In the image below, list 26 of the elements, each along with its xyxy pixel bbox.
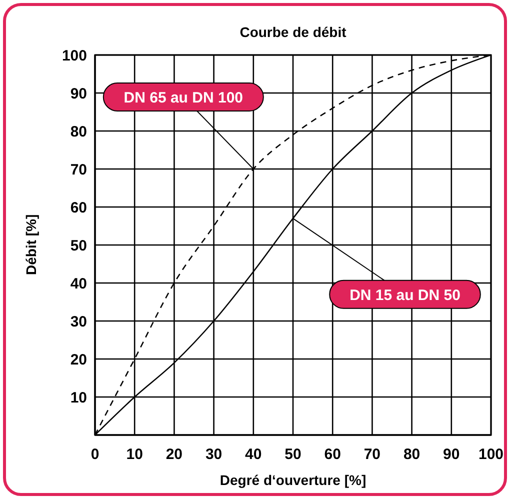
x-tick-label: 70 [364,446,381,463]
x-tick-label: 60 [324,446,341,463]
x-tick-label: 0 [90,446,100,463]
y-tick-label: 80 [70,123,87,140]
y-axis-title: Débit [%] [22,214,39,275]
y-tick-label: 20 [70,351,87,368]
y-tick-label: 50 [70,237,87,254]
x-tick-label: 90 [443,446,460,463]
text: DN 65 au DN 100 [124,90,244,106]
x-tick-label: 10 [126,446,143,463]
y-tick-label: 70 [70,161,87,178]
y-tick-label: 90 [70,85,87,102]
x-tick-label: 50 [284,446,302,463]
x-tick-label: 20 [166,446,183,463]
text: DN 15 au DN 50 [350,286,460,304]
y-tick-label: 10 [70,389,87,406]
y-tick-label: 60 [70,199,87,216]
y-tick-label: 40 [70,275,87,292]
y-tick-label: 100 [62,47,87,64]
x-tick-label: 30 [205,446,222,463]
x-tick-label: 40 [245,446,262,463]
x-tick-label: 100 [478,446,504,463]
x-axis-title: Degré d‘ouverture [%] [220,472,366,488]
chart-title: Courbe de débit [240,24,347,40]
y-tick-label: 30 [70,313,87,330]
x-tick-label: 80 [403,446,420,463]
